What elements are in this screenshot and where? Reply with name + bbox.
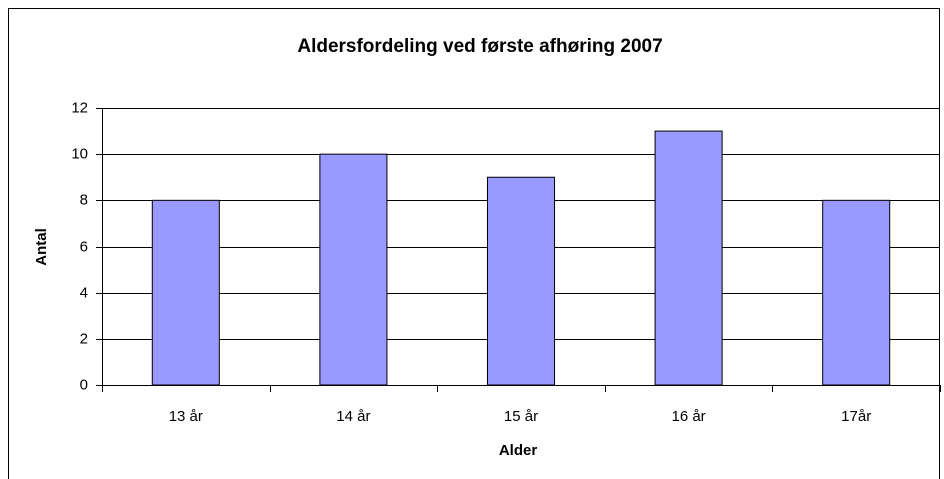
chart-frame bbox=[8, 8, 940, 479]
x-tick-label: 16 år bbox=[671, 408, 705, 425]
bar bbox=[151, 199, 220, 386]
y-tick-label: 6 bbox=[80, 238, 88, 255]
x-tick-label: 14 år bbox=[336, 408, 370, 425]
y-tick-label: 12 bbox=[71, 99, 88, 116]
y-tick-label: 2 bbox=[80, 330, 88, 347]
x-tick-label: 15 år bbox=[504, 408, 538, 425]
bar bbox=[654, 130, 723, 386]
chart-title: Aldersfordeling ved første afhøring 2007 bbox=[297, 36, 662, 57]
y-tick-label: 4 bbox=[80, 284, 88, 301]
x-tick-label: 17år bbox=[841, 408, 871, 425]
bar bbox=[319, 153, 388, 386]
x-tick-label: 13 år bbox=[169, 408, 203, 425]
bar bbox=[486, 176, 556, 386]
y-tick-label: 10 bbox=[71, 145, 88, 162]
y-tick-label: 0 bbox=[80, 376, 88, 393]
y-tick-label: 8 bbox=[80, 191, 88, 208]
bar bbox=[822, 199, 891, 386]
y-axis-label: Antal bbox=[33, 228, 50, 266]
x-axis-label: Alder bbox=[499, 442, 538, 459]
